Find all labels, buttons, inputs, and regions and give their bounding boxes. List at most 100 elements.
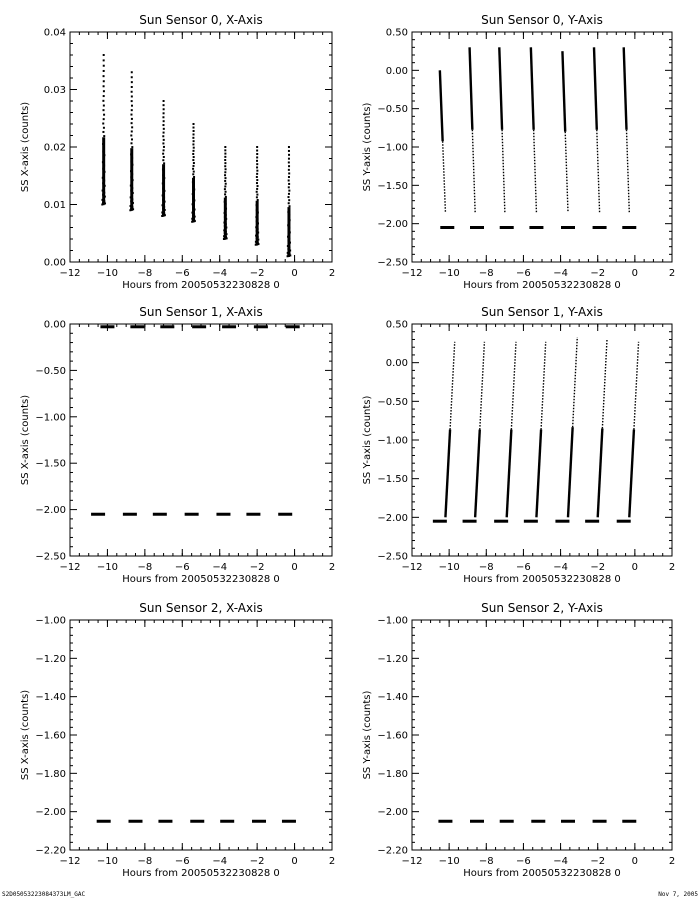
data-streak-dotted xyxy=(441,141,447,213)
x-axis-label: Hours from 20050532230828 0 xyxy=(463,280,621,291)
data-point xyxy=(255,196,258,199)
data-point xyxy=(288,165,291,168)
data-streak-solid xyxy=(505,429,513,518)
data-point xyxy=(223,188,226,191)
data-point xyxy=(192,123,195,125)
data-point xyxy=(287,202,290,205)
x-tick-label: −6 xyxy=(175,856,190,867)
y-tick-label: −1.20 xyxy=(377,654,408,665)
data-streak xyxy=(622,47,630,213)
data-point xyxy=(192,133,195,136)
data-streak-dotted xyxy=(540,341,547,430)
data-point xyxy=(287,146,290,148)
data-dash xyxy=(122,512,137,516)
data-dash xyxy=(222,325,237,329)
data-streak-solid xyxy=(622,47,628,130)
data-point xyxy=(256,172,259,175)
data-dash xyxy=(220,819,235,823)
data-point xyxy=(256,163,259,166)
data-spike xyxy=(191,123,196,223)
data-point xyxy=(162,149,165,152)
data-point xyxy=(224,165,227,168)
y-tick-label: −2.20 xyxy=(35,846,66,857)
x-tick-label: −10 xyxy=(97,562,118,573)
x-tick-label: −4 xyxy=(553,856,568,867)
chart-panel-0: Sun Sensor 0, X-Axis −12 −10 −8 −6 −4 −2 0 2 Hour… xyxy=(20,13,335,291)
data-point xyxy=(193,176,196,179)
x-tick-label: 2 xyxy=(329,562,335,573)
x-tick-label: −12 xyxy=(401,856,422,867)
x-tick-label: −6 xyxy=(516,856,531,867)
chart-title: Sun Sensor 1, Y-Axis xyxy=(481,305,603,319)
y-tick-label: −1.60 xyxy=(35,731,66,742)
y-tick-label: −1.00 xyxy=(35,412,66,423)
data-streak xyxy=(566,337,578,518)
chart-title: Sun Sensor 2, Y-Axis xyxy=(481,601,603,615)
footer-file-label: S2D05053223084373LM_GAC xyxy=(2,891,86,898)
data-point xyxy=(130,142,133,145)
data-streak-solid xyxy=(529,47,535,130)
x-tick-label: 2 xyxy=(329,268,335,279)
data-point xyxy=(224,152,227,155)
data-streak xyxy=(596,339,608,518)
data-point xyxy=(162,120,165,123)
x-tick-label: 2 xyxy=(329,856,335,867)
data-streak-dotted xyxy=(532,129,538,213)
chart-title: Sun Sensor 1, X-Axis xyxy=(139,305,262,319)
data-streak xyxy=(473,341,486,518)
x-tick-label: −10 xyxy=(97,856,118,867)
y-tick-label: −2.00 xyxy=(377,513,408,524)
data-point xyxy=(224,179,227,182)
y-tick-label: 0.50 xyxy=(386,320,408,331)
data-point xyxy=(256,156,259,159)
x-tick-label: −12 xyxy=(401,562,422,573)
y-tick-label: −0.50 xyxy=(35,366,66,377)
data-streak-solid xyxy=(438,70,444,142)
data-point xyxy=(131,146,134,149)
y-tick-label: −2.00 xyxy=(377,807,408,818)
data-point xyxy=(102,104,105,107)
data-dash xyxy=(470,226,484,229)
footer-date: Nov 7, 2005 xyxy=(658,891,698,898)
data-spike xyxy=(101,54,107,206)
data-point xyxy=(130,117,133,120)
y-tick-label: 0.02 xyxy=(44,143,66,154)
x-tick-label: 0 xyxy=(632,562,638,573)
x-tick-label: −6 xyxy=(175,562,190,573)
data-point xyxy=(287,192,290,195)
data-point xyxy=(162,135,165,138)
y-tick-label: −2.50 xyxy=(35,552,66,563)
data-dash xyxy=(252,819,267,823)
data-dash xyxy=(440,226,455,229)
data-point xyxy=(287,168,290,171)
data-streak xyxy=(505,341,517,518)
x-tick-label: 2 xyxy=(669,268,675,279)
data-dash xyxy=(96,819,111,823)
x-tick-label: −12 xyxy=(401,268,422,279)
data-streak-solid xyxy=(468,47,474,130)
data-point xyxy=(255,190,258,193)
data-dash xyxy=(278,512,293,516)
y-tick-label: −1.50 xyxy=(377,474,408,485)
y-tick-label: 0.00 xyxy=(44,320,66,331)
data-point xyxy=(224,162,227,165)
x-tick-label: −12 xyxy=(59,562,80,573)
plot-frame xyxy=(69,619,333,851)
data-point xyxy=(224,168,227,171)
data-point xyxy=(130,90,133,93)
x-tick-label: −2 xyxy=(250,856,265,867)
y-tick-label: 0.00 xyxy=(44,258,66,269)
data-streak-dotted xyxy=(501,129,506,213)
x-axis-label: Hours from 20050532230828 0 xyxy=(463,868,621,879)
data-streak-solid xyxy=(535,429,543,518)
data-point xyxy=(162,108,165,111)
data-point xyxy=(162,145,165,148)
data-dash xyxy=(462,519,477,523)
data-streak-dotted xyxy=(596,129,601,213)
y-tick-label: 0.50 xyxy=(386,28,408,39)
data-dash xyxy=(190,819,205,823)
data-point xyxy=(130,95,133,98)
data-point xyxy=(162,155,165,158)
data-dash xyxy=(100,325,115,329)
x-tick-label: −2 xyxy=(590,562,605,573)
